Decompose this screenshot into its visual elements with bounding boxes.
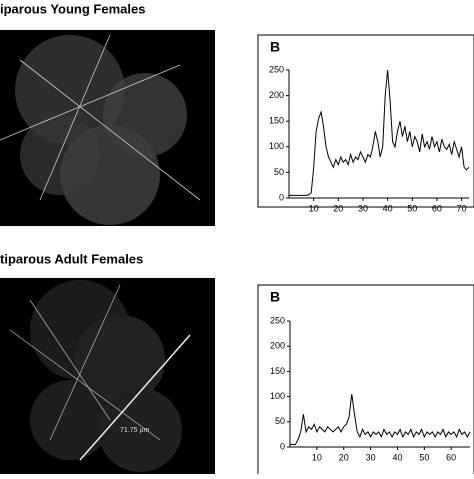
y-tick-label: 200 (269, 90, 284, 100)
micrograph (0, 30, 215, 474)
x-tick-label: 60 (432, 203, 442, 213)
x-tick-label: 30 (366, 452, 376, 462)
x-tick-label: 70 (457, 203, 467, 213)
chart-frame (257, 34, 474, 208)
x-tick-label: 30 (358, 203, 368, 213)
y-tick-label: 50 (275, 416, 285, 426)
image-annotation: 71.75 µm (120, 427, 149, 434)
y-tick-label: 250 (270, 315, 285, 325)
panel-label: B (270, 289, 280, 305)
x-tick-label: 60 (446, 452, 456, 462)
x-tick-label: 50 (419, 452, 429, 462)
x-tick-label: 40 (392, 452, 402, 462)
y-tick-label: 100 (270, 391, 285, 401)
x-tick-label: 20 (339, 452, 349, 462)
section-title: iparous Young Females (0, 1, 145, 16)
y-tick-label: 50 (274, 167, 284, 177)
panel-label: B (270, 39, 280, 55)
x-tick-label: 10 (312, 452, 322, 462)
y-tick-label: 0 (279, 192, 284, 202)
y-tick-label: 200 (270, 341, 285, 351)
y-tick-label: 250 (269, 64, 284, 74)
y-tick-label: 150 (269, 116, 284, 126)
y-tick-label: 100 (269, 141, 284, 151)
y-tick-label: 150 (270, 366, 285, 376)
data-line (290, 394, 471, 445)
x-tick-label: 50 (407, 203, 417, 213)
data-line (289, 69, 470, 196)
x-tick-label: 10 (309, 203, 319, 213)
x-tick-label: 20 (333, 203, 343, 213)
section-title: tiparous Adult Females (0, 251, 143, 266)
y-tick-label: 0 (280, 441, 285, 451)
x-tick-label: 40 (383, 203, 393, 213)
